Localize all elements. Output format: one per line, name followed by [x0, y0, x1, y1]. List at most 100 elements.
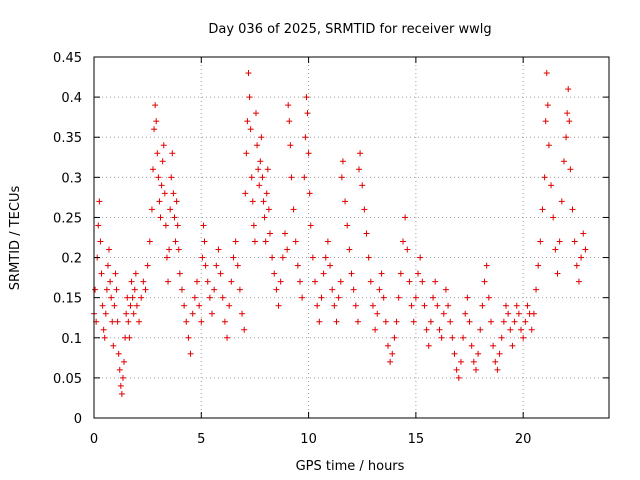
data-point: [206, 294, 213, 301]
data-point: [152, 102, 159, 109]
data-point: [316, 318, 323, 325]
data-point: [314, 302, 321, 309]
data-point: [114, 318, 121, 325]
data-point: [359, 182, 366, 189]
data-point: [387, 358, 394, 365]
data-point: [157, 214, 164, 221]
data-point: [535, 262, 542, 269]
data-point: [507, 326, 514, 333]
data-point: [290, 206, 297, 213]
x-tick-label: 20: [515, 432, 532, 447]
data-point: [106, 246, 113, 253]
data-point: [144, 262, 151, 269]
data-point: [304, 110, 311, 117]
data-point: [518, 326, 525, 333]
data-point: [160, 142, 167, 149]
data-point: [124, 294, 131, 301]
data-point: [281, 230, 288, 237]
data-point: [221, 318, 228, 325]
data-point: [287, 142, 294, 149]
x-tick-label: 10: [300, 432, 317, 447]
x-tick-label: 0: [90, 432, 98, 447]
data-point: [485, 294, 492, 301]
data-point: [457, 358, 464, 365]
data-point: [297, 278, 303, 285]
y-tick-label: 0.3: [61, 171, 82, 186]
data-point: [569, 206, 576, 213]
data-point: [131, 286, 138, 293]
data-point: [337, 278, 344, 285]
data-point: [498, 334, 505, 341]
data-point: [348, 270, 355, 277]
data-point: [140, 278, 147, 285]
data-point: [259, 174, 266, 181]
data-point: [189, 310, 196, 317]
data-point: [384, 342, 391, 349]
data-point: [153, 118, 160, 125]
data-point: [226, 302, 233, 309]
data-point: [126, 334, 133, 341]
data-point: [320, 270, 327, 277]
data-point: [161, 190, 168, 197]
data-point: [108, 294, 115, 301]
data-point: [127, 302, 134, 309]
data-point: [550, 214, 557, 221]
data-point: [178, 286, 185, 293]
data-point: [578, 254, 585, 261]
data-points: [91, 70, 589, 397]
data-point: [333, 318, 340, 325]
data-point: [440, 310, 447, 317]
data-point: [148, 206, 155, 213]
data-point: [191, 294, 198, 301]
data-point: [374, 310, 381, 317]
data-point: [455, 374, 462, 381]
x-tick-label: 5: [197, 432, 205, 447]
data-point: [487, 318, 494, 325]
data-point: [125, 318, 132, 325]
data-point: [175, 246, 182, 253]
data-point: [522, 318, 529, 325]
data-point: [389, 350, 396, 357]
plot-frame: [93, 56, 610, 419]
data-point: [292, 238, 299, 245]
y-tick-label: 0: [74, 412, 82, 427]
data-point: [451, 350, 458, 357]
data-point: [511, 318, 518, 325]
data-point: [273, 286, 280, 293]
data-point: [305, 150, 312, 157]
data-point: [430, 294, 437, 301]
data-point: [494, 366, 501, 373]
data-point: [263, 190, 270, 197]
data-point: [247, 126, 254, 133]
data-point: [171, 214, 178, 221]
data-point: [567, 166, 574, 173]
data-point: [423, 326, 430, 333]
data-point: [181, 302, 188, 309]
data-point: [92, 286, 99, 293]
data-point: [239, 310, 246, 317]
y-tick-label: 0.4: [61, 91, 82, 106]
data-point: [246, 94, 253, 101]
data-point: [427, 318, 434, 325]
data-point: [95, 222, 102, 229]
data-point: [101, 334, 108, 341]
data-point: [419, 278, 426, 285]
data-point: [211, 286, 218, 293]
data-point: [350, 286, 357, 293]
data-point: [406, 278, 413, 285]
data-point: [285, 102, 292, 109]
data-point: [116, 366, 123, 373]
data-point: [453, 366, 460, 373]
data-point: [146, 238, 153, 245]
data-point: [338, 174, 345, 181]
data-point: [236, 286, 243, 293]
data-point: [162, 222, 169, 229]
data-point: [563, 134, 570, 141]
data-point: [335, 294, 342, 301]
data-point: [571, 238, 578, 245]
data-point: [187, 350, 194, 357]
y-tick-label: 0.45: [53, 51, 82, 66]
data-point: [322, 254, 329, 261]
chart-title: Day 036 of 2025, SRMTID for receiver wwl…: [208, 22, 491, 37]
data-point: [481, 278, 488, 285]
